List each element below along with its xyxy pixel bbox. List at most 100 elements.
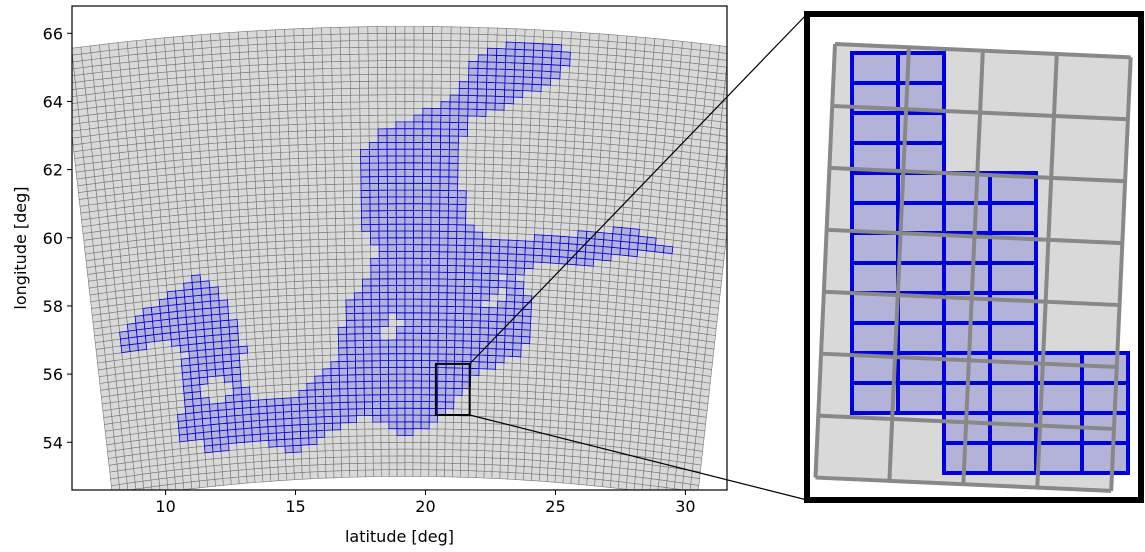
sea-cell — [541, 248, 552, 257]
sea-cell — [240, 386, 251, 395]
mesh-cell — [537, 337, 547, 346]
mesh-cell — [145, 244, 156, 254]
mesh-cell — [726, 147, 727, 151]
mesh-cell — [359, 108, 370, 116]
mesh-cell — [669, 170, 681, 180]
mesh-cell — [143, 121, 154, 130]
mesh-cell — [671, 46, 683, 56]
mesh-cell — [452, 422, 462, 430]
sea-cell — [481, 252, 492, 261]
mesh-cell — [587, 340, 597, 350]
mesh-cell — [611, 356, 621, 366]
sea-cell — [473, 238, 483, 247]
mesh-cell — [281, 192, 292, 201]
mesh-cell — [360, 142, 370, 150]
mesh-cell — [201, 170, 212, 179]
mesh-cell — [579, 45, 590, 54]
sea-cell — [454, 326, 464, 335]
mesh-cell — [580, 312, 591, 322]
mesh-cell — [420, 435, 430, 443]
sea-cell — [478, 361, 488, 370]
sea-cell — [448, 196, 458, 205]
mesh-cell — [509, 410, 519, 419]
sea-cell — [446, 312, 456, 321]
mesh-cell — [719, 211, 727, 220]
sea-cell — [387, 257, 397, 266]
mesh-cell — [218, 292, 228, 301]
y-tick-label: 54 — [43, 433, 63, 452]
mesh-cell — [213, 224, 224, 233]
mesh-cell — [592, 382, 603, 391]
mesh-cell — [177, 90, 188, 99]
sea-cell — [513, 76, 524, 85]
mesh-cell — [585, 94, 596, 103]
mesh-cell — [726, 61, 727, 68]
mesh-cell — [552, 365, 563, 374]
mesh-cell — [500, 444, 510, 453]
sea-cell — [429, 312, 439, 321]
mesh-cell — [441, 60, 452, 69]
mesh-cell — [582, 285, 593, 294]
mesh-cell — [351, 142, 361, 151]
sea-cell — [430, 176, 441, 184]
mesh-cell — [576, 374, 587, 383]
mesh-cell — [491, 218, 501, 227]
mesh-cell — [476, 443, 486, 452]
mesh-cell — [310, 259, 320, 268]
sea-cell — [195, 335, 206, 345]
mesh-cell — [587, 59, 598, 69]
sea-cell — [455, 258, 466, 267]
mesh-cell — [502, 389, 512, 398]
sea-cell — [486, 61, 497, 70]
mesh-cell — [589, 32, 600, 41]
sea-cell — [213, 354, 224, 364]
sea-cell — [637, 235, 648, 245]
x-axis: 10 15 20 25 30 — [155, 490, 696, 516]
mesh-cell — [337, 313, 347, 322]
mesh-cell — [579, 333, 590, 342]
mesh-cell — [134, 122, 145, 131]
sea-cell — [505, 55, 516, 64]
sea-cell — [404, 407, 414, 416]
mesh-cell — [263, 173, 274, 182]
mesh-cell — [237, 469, 248, 478]
sea-cell — [251, 433, 262, 443]
sea-cell — [378, 271, 389, 280]
mesh-cell — [531, 90, 542, 99]
sea-cell — [379, 319, 389, 328]
mesh-cell — [147, 58, 158, 68]
mesh-cell — [561, 37, 572, 46]
mesh-cell — [273, 206, 284, 215]
mesh-cell — [225, 278, 236, 287]
mesh-cell — [190, 473, 200, 483]
sea-cell — [345, 306, 356, 315]
mesh-cell — [575, 264, 586, 273]
mesh-cell — [150, 99, 161, 109]
mesh-cell — [155, 353, 165, 363]
sea-cell — [363, 387, 373, 396]
sea-cell — [354, 326, 364, 335]
sea-cell — [142, 307, 153, 316]
mesh-cell — [310, 266, 321, 275]
mesh-cell — [275, 240, 285, 249]
mesh-cell — [206, 472, 216, 481]
sea-cell — [446, 305, 456, 314]
sea-cell — [339, 388, 349, 397]
mesh-cell — [635, 462, 645, 472]
mesh-cell — [608, 150, 620, 160]
sea-cell — [495, 54, 507, 63]
mesh-cell — [457, 183, 467, 192]
mesh-cell — [299, 184, 309, 193]
mesh-cell — [149, 471, 160, 481]
sea-cell — [471, 313, 481, 322]
sea-cell — [429, 291, 440, 300]
sea-cell — [477, 54, 488, 63]
mesh-cell — [324, 143, 335, 151]
inset-sea-cell — [988, 411, 1038, 445]
mesh-cell — [653, 38, 665, 47]
mesh-cell — [605, 431, 616, 441]
mesh-cell — [563, 462, 573, 471]
mesh-cell — [551, 37, 563, 46]
mesh-cell — [605, 205, 616, 214]
mesh-cell — [649, 195, 660, 205]
